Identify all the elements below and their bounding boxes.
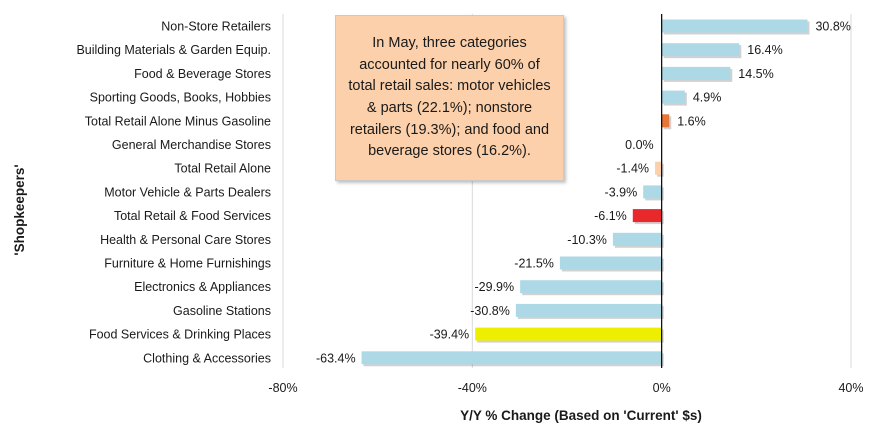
bar: [661, 19, 808, 33]
annotation-callout: In May, three categories accounted for n…: [335, 15, 564, 181]
annotation-text: In May, three categories accounted for n…: [348, 35, 551, 160]
category-label: Building Materials & Garden Equip.: [76, 43, 271, 57]
value-label: -10.3%: [567, 233, 607, 247]
bar: [643, 185, 662, 199]
x-tick-label: 0%: [653, 381, 671, 395]
value-label: 0.0%: [625, 138, 654, 152]
category-label: Non-Store Retailers: [161, 20, 271, 34]
bar: [520, 280, 662, 294]
category-label: Furniture & Home Furnishings: [104, 257, 271, 271]
value-label: 4.9%: [693, 91, 722, 105]
bar: [655, 161, 662, 175]
bar: [661, 43, 740, 57]
bar: [475, 327, 662, 341]
value-label: -39.4%: [430, 328, 470, 342]
category-label: Total Retail Alone Minus Gasoline: [85, 114, 271, 128]
bar: [661, 90, 685, 104]
category-label: Motor Vehicle & Parts Dealers: [104, 185, 271, 199]
category-label: Total Retail & Food Services: [114, 209, 271, 223]
value-label: -63.4%: [316, 351, 356, 365]
category-label: Sporting Goods, Books, Hobbies: [90, 91, 271, 105]
value-label: -1.4%: [616, 162, 649, 176]
value-label: -29.9%: [475, 280, 515, 294]
category-label: Clothing & Accessories: [143, 351, 271, 365]
category-label: Gasoline Stations: [173, 304, 271, 318]
bar: [632, 209, 662, 223]
value-label: 16.4%: [747, 43, 782, 57]
category-label: Food Services & Drinking Places: [89, 328, 271, 342]
category-label: Total Retail Alone: [174, 162, 271, 176]
value-label: 1.6%: [677, 114, 706, 128]
category-label: General Merchandise Stores: [112, 138, 271, 152]
category-label: Electronics & Appliances: [134, 280, 271, 294]
bar: [361, 351, 662, 365]
bar: [661, 114, 670, 128]
x-tick-label: -40%: [458, 381, 487, 395]
category-label: Food & Beverage Stores: [134, 67, 271, 81]
bar: [661, 66, 731, 80]
x-tick-label: 40%: [838, 381, 863, 395]
bar: [559, 256, 662, 270]
bar: [612, 232, 662, 246]
bars: [361, 19, 810, 367]
value-label: 30.8%: [815, 20, 850, 34]
y-axis-title: 'Shopkeepers': [12, 164, 27, 255]
value-label: -30.8%: [470, 304, 510, 318]
value-label: 14.5%: [738, 67, 773, 81]
bar: [515, 303, 662, 317]
category-label: Health & Personal Care Stores: [100, 233, 271, 247]
x-axis-title: Y/Y % Change (Based on 'Current' $s): [460, 408, 702, 423]
labels: -80% -40% 0% 40% Non-Store Retailers 30.8% Bui…: [76, 20, 863, 396]
value-label: -6.1%: [594, 209, 627, 223]
value-label: -3.9%: [605, 185, 638, 199]
value-label: -21.5%: [514, 257, 554, 271]
x-tick-label: -80%: [268, 381, 297, 395]
